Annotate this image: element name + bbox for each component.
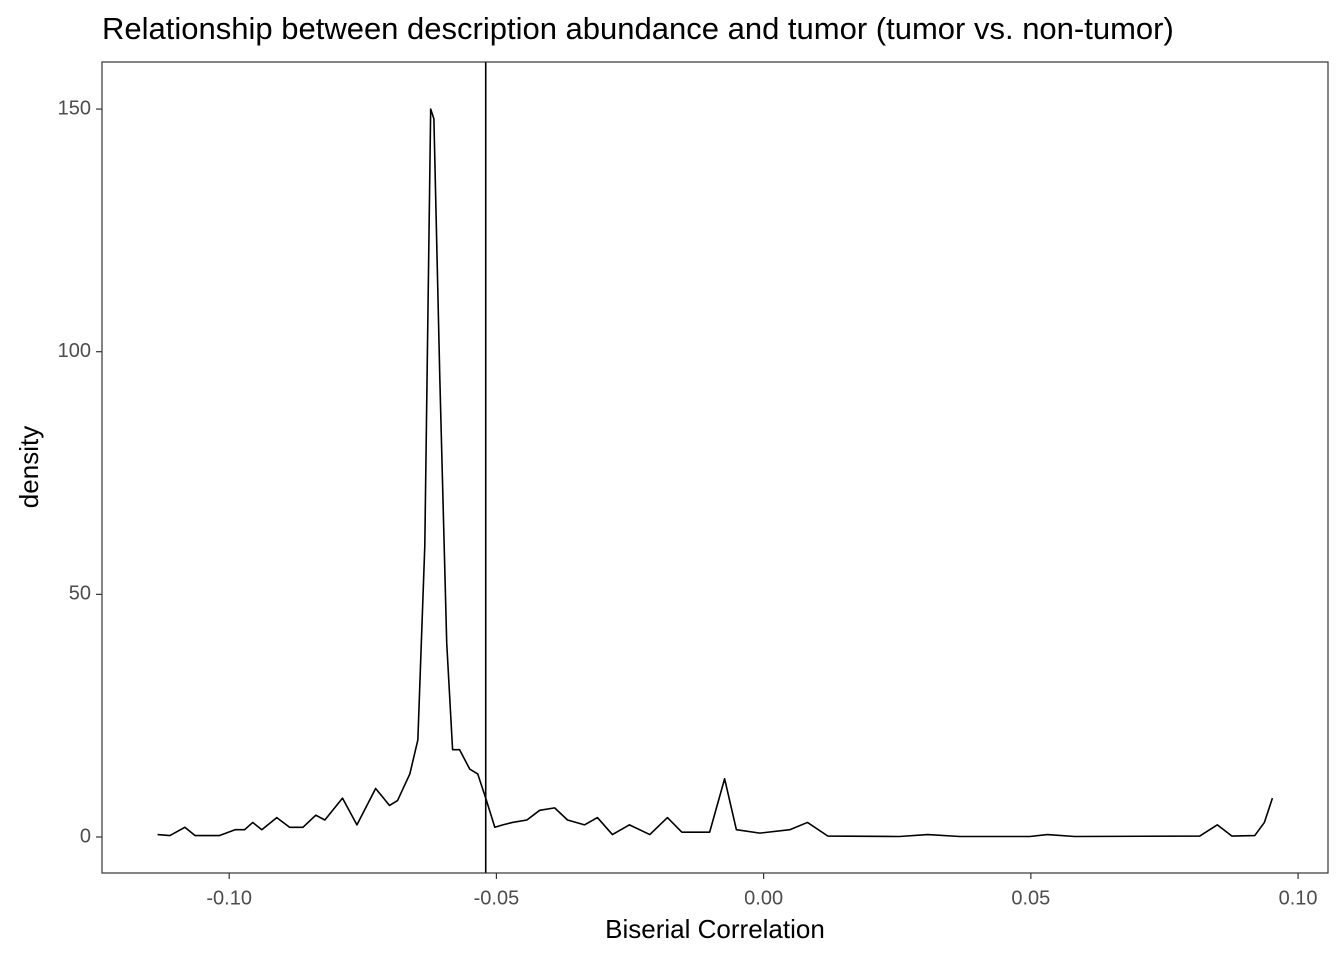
x-tick-label: 0.10 [1279,887,1318,909]
plot-border [101,61,1329,874]
x-tick-label: -0.05 [474,887,520,909]
y-tick-label: 100 [58,340,91,362]
y-tick-label: 50 [69,583,91,605]
x-tick-label: 0.00 [744,887,783,909]
y-tick-label: 0 [80,825,91,847]
x-tick-label: -0.10 [206,887,252,909]
x-axis-label: Biserial Correlation [605,914,825,944]
density-line [157,108,1274,838]
x-tick-label: 0.05 [1011,887,1050,909]
y-axis-label: density [14,426,44,508]
y-tick-label: 150 [58,97,91,119]
chart-title: Relationship between description abundan… [102,11,1174,46]
